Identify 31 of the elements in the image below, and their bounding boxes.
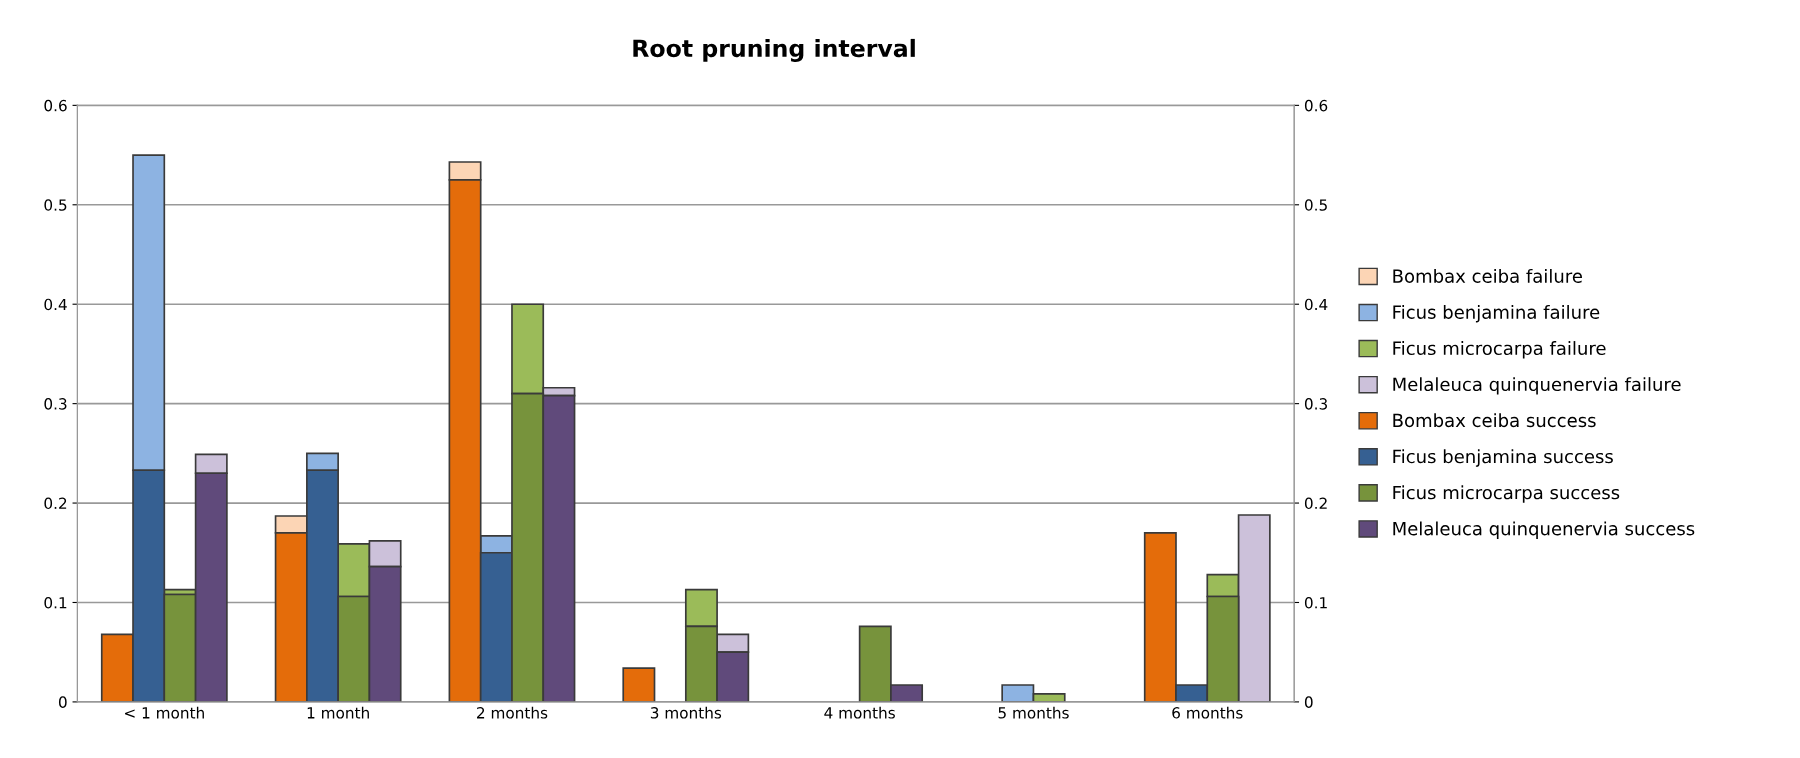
x-tick-label: 3 months [650, 706, 722, 719]
y-tick-label: 0.4 [44, 298, 67, 311]
x-tick-label: 2 months [477, 706, 548, 719]
y-tick-label: 0.6 [44, 99, 67, 112]
y2-tick-label: 0.3 [1304, 398, 1327, 410]
y2-tick-label: 0.1 [1304, 596, 1327, 609]
y2-tick-label: 0.2 [1304, 497, 1327, 510]
x-tick-label: 5 months [998, 706, 1069, 719]
y-tick-label: 0 [58, 696, 67, 708]
x-tick-label: 1 month [307, 706, 369, 719]
y-tick-label: 0.1 [44, 596, 67, 609]
legend-label: Ficus benjamina success [1393, 449, 1613, 467]
y2-tick-label: 0.4 [1304, 298, 1328, 311]
y-tick-label: 0.5 [44, 199, 67, 211]
legend-label: Ficus benjamina failure [1393, 304, 1600, 323]
y-tick-label: 0.3 [44, 398, 67, 410]
legend-label: Melaleuca quinquenervia success [1393, 521, 1695, 539]
legend-label: Bombax ceiba failure [1393, 268, 1582, 283]
y2-tick-label: 0.5 [1304, 199, 1327, 211]
y2-tick-label: 0 [1304, 696, 1313, 708]
y2-tick-label: 0.6 [1304, 99, 1328, 112]
legend-label: Bombax ceiba success [1393, 413, 1596, 428]
y-tick-label: 0.2 [44, 497, 67, 510]
legend-label: Ficus microcarpa failure [1393, 341, 1606, 359]
chart-title: Root pruning interval [633, 38, 915, 62]
x-tick-label: 6 months [1172, 706, 1243, 719]
legend-label: Ficus microcarpa success [1393, 485, 1620, 503]
x-tick-label: < 1 month [125, 706, 204, 719]
legend-label: Melaleuca quinquenervia failure [1393, 377, 1681, 395]
x-tick-label: 4 months [824, 706, 895, 719]
bar [622, 667, 656, 702]
